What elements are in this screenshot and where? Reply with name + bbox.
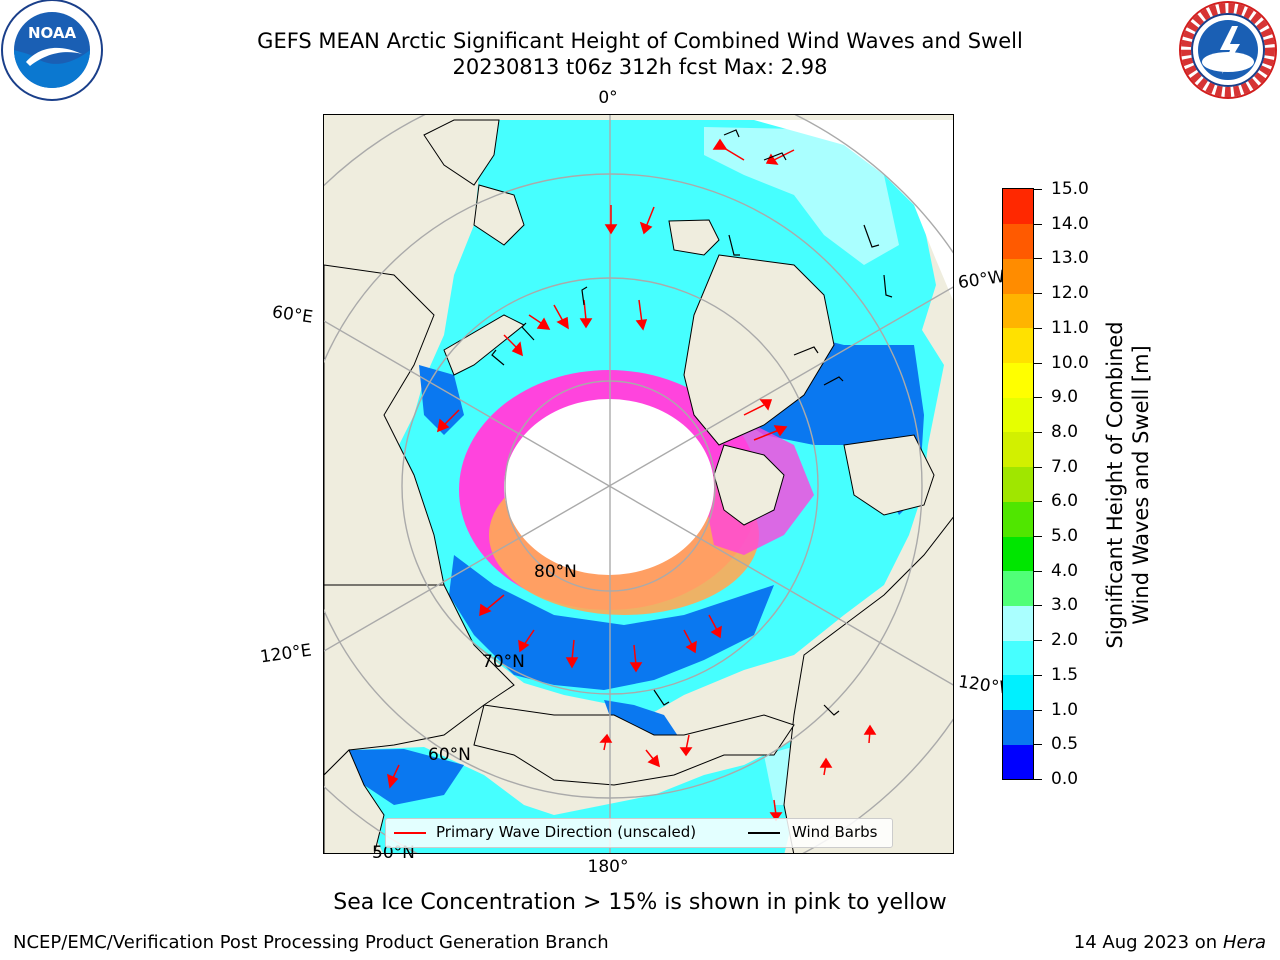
wind-barbs-legend-label: Wind Barbs xyxy=(792,823,878,841)
colorbar-tick xyxy=(1034,674,1042,676)
colorbar-tick xyxy=(1034,709,1042,711)
polar-map-svg xyxy=(324,115,953,853)
colorbar-tick xyxy=(1034,779,1042,780)
noaa-logo: NOAA xyxy=(0,0,104,104)
colorbar-segment xyxy=(1003,605,1033,641)
colorbar-segment xyxy=(1003,327,1033,364)
colorbar-tick-label: 10.0 xyxy=(1051,352,1089,373)
colorbar-tick-label: 0.0 xyxy=(1051,769,1079,789)
land-greenland xyxy=(683,254,835,446)
colorbar-tick-label: 11.0 xyxy=(1051,317,1089,338)
colorbar-tick xyxy=(1034,744,1042,746)
lon-label-0: 0° xyxy=(598,88,618,108)
colorbar-tick-label: 1.0 xyxy=(1051,699,1079,720)
nws-logo xyxy=(1176,0,1280,100)
wave-direction-legend-label: Primary Wave Direction (unscaled) xyxy=(436,823,697,841)
land-novaya-zemlya xyxy=(443,314,525,376)
colorbar-tick-label: 13.0 xyxy=(1051,248,1089,269)
colorbar-segment xyxy=(1003,362,1033,398)
colorbar-tick xyxy=(1034,189,1042,190)
colorbar-label-line1: Significant Height of Combined xyxy=(1103,321,1127,649)
noaa-logo-text: NOAA xyxy=(28,24,77,42)
colorbar-segment xyxy=(1003,536,1033,572)
land-europe-scandinavia xyxy=(423,119,500,186)
colorbar-segment xyxy=(1003,466,1033,502)
lon-label-60e: 60°E xyxy=(270,302,315,328)
colorbar-tick-label: 1.5 xyxy=(1051,664,1079,685)
colorbar-tick xyxy=(1034,362,1042,364)
issue-date-text: 14 Aug 2023 on xyxy=(1073,932,1218,953)
land-east-asia xyxy=(324,749,385,853)
issue-date: 14 Aug 2023 on Hera xyxy=(1074,932,1266,953)
chart-subtitle: 20230813 t06z 312h fcst Max: 2.98 xyxy=(452,55,828,79)
polar-map xyxy=(323,114,954,854)
colorbar-tick xyxy=(1034,466,1042,468)
colorbar-tick xyxy=(1034,536,1042,538)
colorbar-tick xyxy=(1034,640,1042,642)
land-hudson xyxy=(843,434,935,516)
colorbar-segment xyxy=(1003,223,1033,259)
wind-barbs xyxy=(491,129,893,716)
colorbar-tick-label: 8.0 xyxy=(1051,421,1079,442)
colorbar-tick xyxy=(1034,327,1042,329)
colorbar-tick xyxy=(1034,605,1042,607)
colorbar-segment xyxy=(1003,501,1033,537)
colorbar-segment xyxy=(1003,744,1033,780)
colorbar-tick xyxy=(1034,570,1042,572)
lat-label-80n: 80°N xyxy=(534,562,577,582)
colorbar-segment xyxy=(1003,293,1033,329)
colorbar-tick-label: 9.0 xyxy=(1051,387,1079,408)
lat-label-50n: 50°N xyxy=(372,843,415,863)
lat-label-60n: 60°N xyxy=(428,745,471,765)
land-alaska-chukotka xyxy=(473,704,795,786)
colorbar-tick xyxy=(1034,501,1042,503)
colorbar-segment xyxy=(1003,674,1033,711)
colorbar-label: Significant Height of Combined Wind Wave… xyxy=(1102,321,1154,648)
ice-mask xyxy=(504,399,714,575)
colorbar-tick-label: 14.0 xyxy=(1051,213,1089,234)
colorbar-tick-label: 6.0 xyxy=(1051,491,1079,512)
colorbar-segment xyxy=(1003,709,1033,745)
colorbar-tick-label: 4.0 xyxy=(1051,560,1079,581)
wave-arrows xyxy=(387,138,877,822)
colorbar-segment xyxy=(1003,431,1033,468)
colorbar-tick xyxy=(1034,258,1042,260)
land-svalbard xyxy=(668,219,720,256)
colorbar-segment xyxy=(1003,397,1033,433)
colorbar-segment xyxy=(1003,640,1033,676)
colorbar-tick xyxy=(1034,397,1042,399)
branch-credit: NCEP/EMC/Verification Post Processing Pr… xyxy=(13,932,609,953)
colorbar-tick xyxy=(1034,223,1042,225)
colorbar-tick-label: 2.0 xyxy=(1051,630,1079,651)
map-legend: Primary Wave Direction (unscaled) Wind B… xyxy=(385,818,893,848)
colorbar-tick-label: 3.0 xyxy=(1051,595,1079,616)
colorbar-tick-label: 5.0 xyxy=(1051,526,1079,547)
colorbar-tick-label: 12.0 xyxy=(1051,283,1089,304)
lon-label-180: 180° xyxy=(587,857,629,877)
lon-label-120e: 120°E xyxy=(258,640,313,668)
sea-ice-note: Sea Ice Concentration > 15% is shown in … xyxy=(333,890,947,915)
ocean-light-band xyxy=(704,127,899,265)
land-canada-islands xyxy=(713,444,785,526)
colorbar-segment xyxy=(1003,570,1033,606)
wind-barbs-legend-line xyxy=(748,832,780,834)
colorbar xyxy=(1002,188,1034,780)
lat-label-70n: 70°N xyxy=(482,652,525,672)
chart-title: GEFS MEAN Arctic Significant Height of C… xyxy=(257,29,1023,53)
colorbar-tick-label: 15.0 xyxy=(1051,179,1089,199)
wave-direction-legend-line xyxy=(394,832,426,834)
ocean-pacific-blue xyxy=(349,749,464,805)
lon-label-60w: 60°W xyxy=(956,266,1007,294)
colorbar-segment xyxy=(1003,258,1033,294)
colorbar-segment xyxy=(1003,189,1033,225)
colorbar-tick xyxy=(1034,431,1042,433)
colorbar-tick-label: 0.5 xyxy=(1051,734,1079,755)
graticule xyxy=(324,115,953,853)
colorbar-tick xyxy=(1034,293,1042,295)
machine-name: Hera xyxy=(1222,932,1266,953)
ocean-white-region xyxy=(754,120,953,301)
colorbar-label-line2: Wind Waves and Swell [m] xyxy=(1129,345,1153,625)
ocean-blue-band-south xyxy=(449,555,774,690)
colorbar-tick-label: 7.0 xyxy=(1051,456,1079,477)
